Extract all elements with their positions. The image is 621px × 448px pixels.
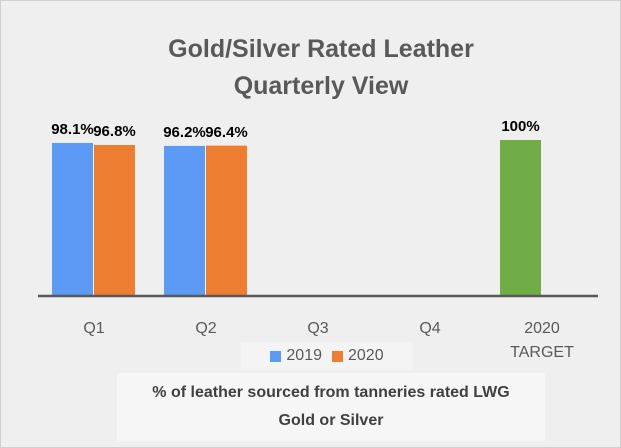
- x-tick-label: 2020 TARGET: [510, 320, 574, 361]
- legend-item: 2019: [270, 347, 322, 365]
- bar: [206, 145, 247, 296]
- legend-label: 2020: [348, 347, 384, 364]
- bar: [94, 144, 135, 296]
- legend-label: 2019: [286, 347, 322, 364]
- legend-swatch: [332, 350, 343, 362]
- axis-title: % of leather sourced from tanneries rate…: [117, 373, 545, 441]
- data-label: 96.4%: [205, 123, 248, 141]
- x-tick-label: Q3: [307, 320, 329, 337]
- bar: [164, 145, 205, 296]
- legend-swatch: [270, 350, 282, 362]
- bar: [52, 142, 93, 296]
- data-label: 98.1%: [51, 120, 94, 138]
- data-label: 96.8%: [93, 122, 136, 140]
- bar: [500, 140, 541, 296]
- chart-title: Gold/Silver Rated Leather Quarterly View: [168, 35, 474, 100]
- legend-item: 2020: [332, 347, 384, 365]
- data-label: 100%: [501, 118, 540, 135]
- legend: 2019 2020: [241, 342, 413, 370]
- x-tick-label: Q2: [195, 320, 217, 337]
- x-tick-label: Q4: [419, 320, 441, 337]
- data-label: 96.2%: [163, 123, 206, 141]
- x-tick-label: Q1: [83, 320, 105, 337]
